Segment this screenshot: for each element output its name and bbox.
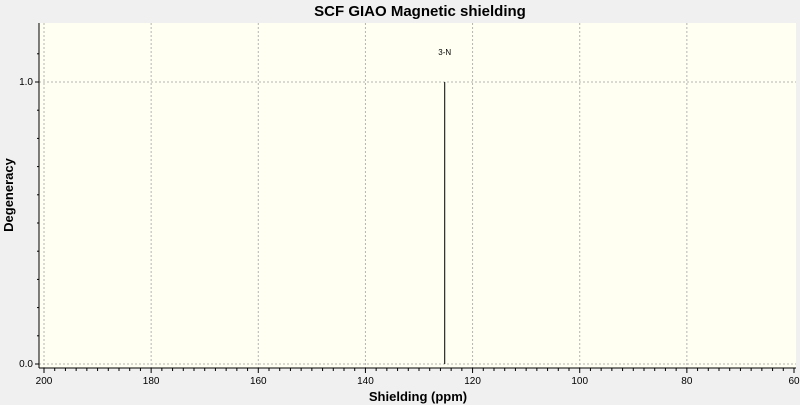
x-tick-label: 120 xyxy=(464,376,481,387)
x-axis-label: Shielding (ppm) xyxy=(369,389,467,404)
peaks: 3-N xyxy=(438,48,451,364)
plot-area xyxy=(39,23,796,368)
y-tick-label: 0.0 xyxy=(19,359,33,370)
grid-lines xyxy=(39,23,796,368)
peak-label: 3-N xyxy=(438,48,451,57)
x-tick-label: 160 xyxy=(250,376,267,387)
x-tick-label: 80 xyxy=(681,376,693,387)
x-tick-label: 60 xyxy=(788,376,800,387)
y-tick-label: 1.0 xyxy=(19,77,33,88)
x-tick-label: 180 xyxy=(143,376,160,387)
x-tick-label: 140 xyxy=(357,376,374,387)
x-axis-ticks: 200 180 160 140 120 100 80 60 xyxy=(36,368,800,387)
y-axis-ticks: 0.0 1.0 xyxy=(19,53,39,370)
x-tick-label: 200 xyxy=(36,376,53,387)
x-tick-label: 100 xyxy=(571,376,588,387)
y-axis-label: Degeneracy xyxy=(1,157,16,231)
chart-title: SCF GIAO Magnetic shielding xyxy=(314,3,526,20)
